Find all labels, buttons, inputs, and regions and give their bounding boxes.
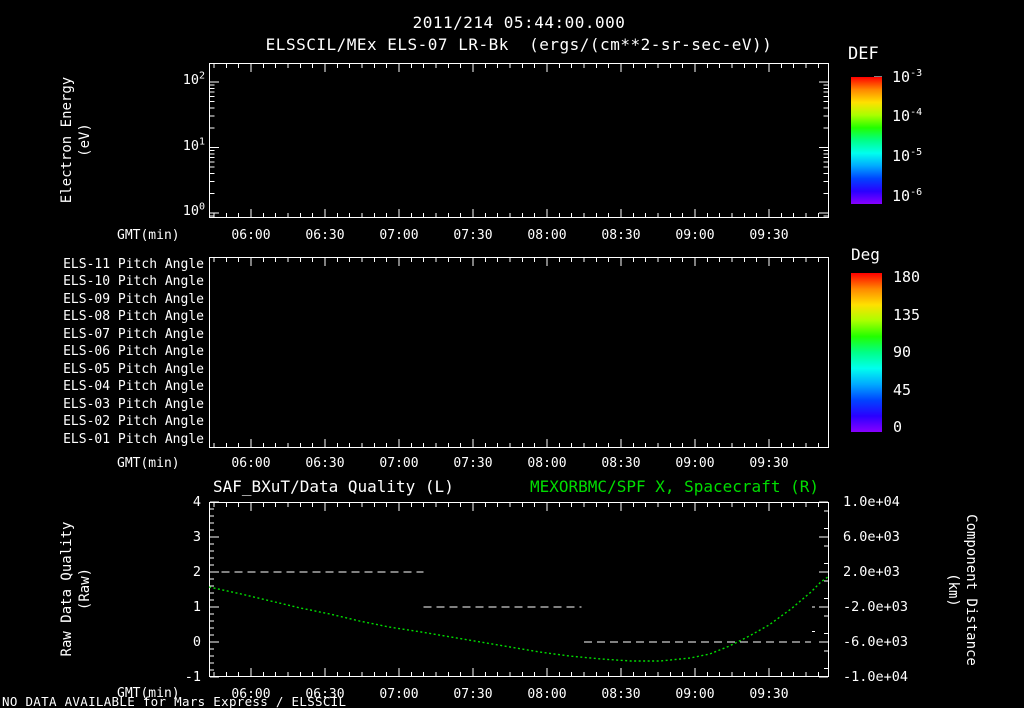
component-distance-tick-label: -2.0e+03 xyxy=(843,599,909,615)
x-tick-label: 06:30 xyxy=(305,687,345,702)
pitch-angle-row-label: ELS-08 Pitch Angle xyxy=(63,309,204,325)
bottom-panel-left-title: SAF_BXuT/Data Quality (L) xyxy=(213,477,454,496)
x-tick-label: 07:30 xyxy=(453,228,493,243)
raw-quality-tick-label: 1 xyxy=(192,599,201,615)
x-tick-label: 09:30 xyxy=(749,228,789,243)
pitch-angle-row-label: ELS-07 Pitch Angle xyxy=(63,326,204,342)
pitch-angle-row-label: ELS-10 Pitch Angle xyxy=(63,274,204,290)
electron-energy-axis-label-line2: (eV) xyxy=(77,123,93,157)
def-colorbar-tick-label: 10-3 xyxy=(892,67,923,86)
component-distance-tick-label: 6.0e+03 xyxy=(843,529,900,545)
pitch-angle-row-label: ELS-09 Pitch Angle xyxy=(63,291,204,307)
electron-energy-axis-label: Electron Energy (eV) xyxy=(58,55,94,225)
x-tick-label: 09:00 xyxy=(675,228,715,243)
x-tick-label: 06:00 xyxy=(231,687,271,702)
pitch-angle-row-label: ELS-04 Pitch Angle xyxy=(63,379,204,395)
deg-colorbar-tick-label: 135 xyxy=(893,305,921,324)
raw-data-quality-axis-label: Raw Data Quality (Raw) xyxy=(58,494,94,684)
raw-quality-tick-label: 4 xyxy=(192,494,201,510)
pitch-angle-row-label: ELS-06 Pitch Angle xyxy=(63,344,204,360)
pitch-angle-row-label: ELS-03 Pitch Angle xyxy=(63,396,204,412)
x-tick-label: 07:00 xyxy=(379,228,419,243)
time-axis-ticks xyxy=(213,64,819,676)
raw-data-quality-axis-label-line1: Raw Data Quality xyxy=(59,521,75,657)
raw-data-quality-axis-label-line2: (Raw) xyxy=(77,567,93,611)
x-tick-label: 06:00 xyxy=(231,456,271,471)
electron-energy-axis-label-line1: Electron Energy xyxy=(59,76,75,204)
spectrogram-title: ELSSCIL/MEx ELS-07 LR-Bk (ergs/(cm**2-sr… xyxy=(265,35,773,54)
component-distance-tick-label: 2.0e+03 xyxy=(843,564,900,580)
def-colorbar xyxy=(851,77,882,204)
data-quality-series xyxy=(221,571,815,643)
pitch-angle-row-label: ELS-11 Pitch Angle xyxy=(63,256,204,272)
deg-colorbar xyxy=(851,273,882,432)
deg-colorbar-tick-label: 45 xyxy=(893,380,912,399)
electron-energy-log-ticks xyxy=(210,81,828,217)
gmt-axis-label-top: GMT(min) xyxy=(117,228,180,243)
def-colorbar-tick-label: 10-5 xyxy=(892,147,923,166)
x-tick-label: 07:30 xyxy=(453,456,493,471)
deg-colorbar-tick-label: 180 xyxy=(893,268,921,286)
x-tick-label: 09:00 xyxy=(675,456,715,471)
gmt-axis-label-middle: GMT(min) xyxy=(117,456,180,471)
x-tick-label: 06:30 xyxy=(305,228,345,243)
x-tick-label: 08:00 xyxy=(527,456,567,471)
x-tick-label: 08:00 xyxy=(527,687,567,702)
raw-quality-tick-label: 2 xyxy=(192,564,201,580)
electron-energy-tick-label: 101 xyxy=(182,136,205,154)
x-tick-label: 08:00 xyxy=(527,228,567,243)
component-distance-tick-label: -1.0e+04 xyxy=(843,669,909,685)
x-tick-label: 08:30 xyxy=(601,228,641,243)
component-distance-axis-label-line2: (km) xyxy=(945,573,961,607)
def-colorbar-tick-label: 10-4 xyxy=(892,107,923,126)
x-tick-label: 08:30 xyxy=(601,456,641,471)
pitch-angle-row-label: ELS-01 Pitch Angle xyxy=(63,432,204,447)
x-tick-label: 09:30 xyxy=(749,687,789,702)
pitch-angle-row-label: ELS-02 Pitch Angle xyxy=(63,414,204,430)
pitch-angle-row-label: ELS-05 Pitch Angle xyxy=(63,361,204,377)
x-tick-label: 07:00 xyxy=(379,456,419,471)
x-tick-label: 06:00 xyxy=(231,228,271,243)
def-colorbar-title: DEF xyxy=(848,44,879,64)
raw-quality-tick-label: 3 xyxy=(192,529,201,545)
bottom-panel-y-ticks xyxy=(210,501,828,678)
datetime-title: 2011/214 05:44:00.000 xyxy=(412,13,626,32)
x-tick-label: 09:00 xyxy=(675,687,715,702)
bottom-panel-right-title: MEXORBMC/SPF X, Spacecraft (R) xyxy=(530,477,819,496)
x-tick-label: 07:00 xyxy=(379,687,419,702)
component-distance-tick-label: -6.0e+03 xyxy=(843,634,909,650)
component-distance-axis-label-line1: Component Distance xyxy=(963,514,979,666)
electron-energy-tick-label: 100 xyxy=(182,201,205,219)
panel-borders xyxy=(209,63,829,677)
def-colorbar-tick-label: 10-6 xyxy=(892,186,923,205)
no-data-message: NO DATA AVAILABLE for Mars Express / ELS… xyxy=(2,694,347,708)
x-tick-label: 08:30 xyxy=(601,687,641,702)
gmt-axis-label-bottom: GMT(min) xyxy=(117,686,180,701)
raw-quality-tick-label: 0 xyxy=(192,634,201,650)
deg-colorbar-tick-label: 0 xyxy=(893,418,903,436)
raw-quality-tick-label: -1 xyxy=(184,669,201,685)
x-tick-label: 07:30 xyxy=(453,687,493,702)
deg-colorbar-tick-label: 90 xyxy=(893,343,912,361)
deg-colorbar-title: Deg xyxy=(851,245,880,264)
x-tick-label: 06:30 xyxy=(305,456,345,471)
x-tick-label: 09:30 xyxy=(749,456,789,471)
component-distance-axis-label: Component Distance (km) xyxy=(944,475,980,705)
component-distance-tick-label: 1.0e+04 xyxy=(843,494,900,510)
electron-energy-tick-label: 102 xyxy=(182,70,205,88)
spacecraft-x-curve xyxy=(208,576,829,662)
